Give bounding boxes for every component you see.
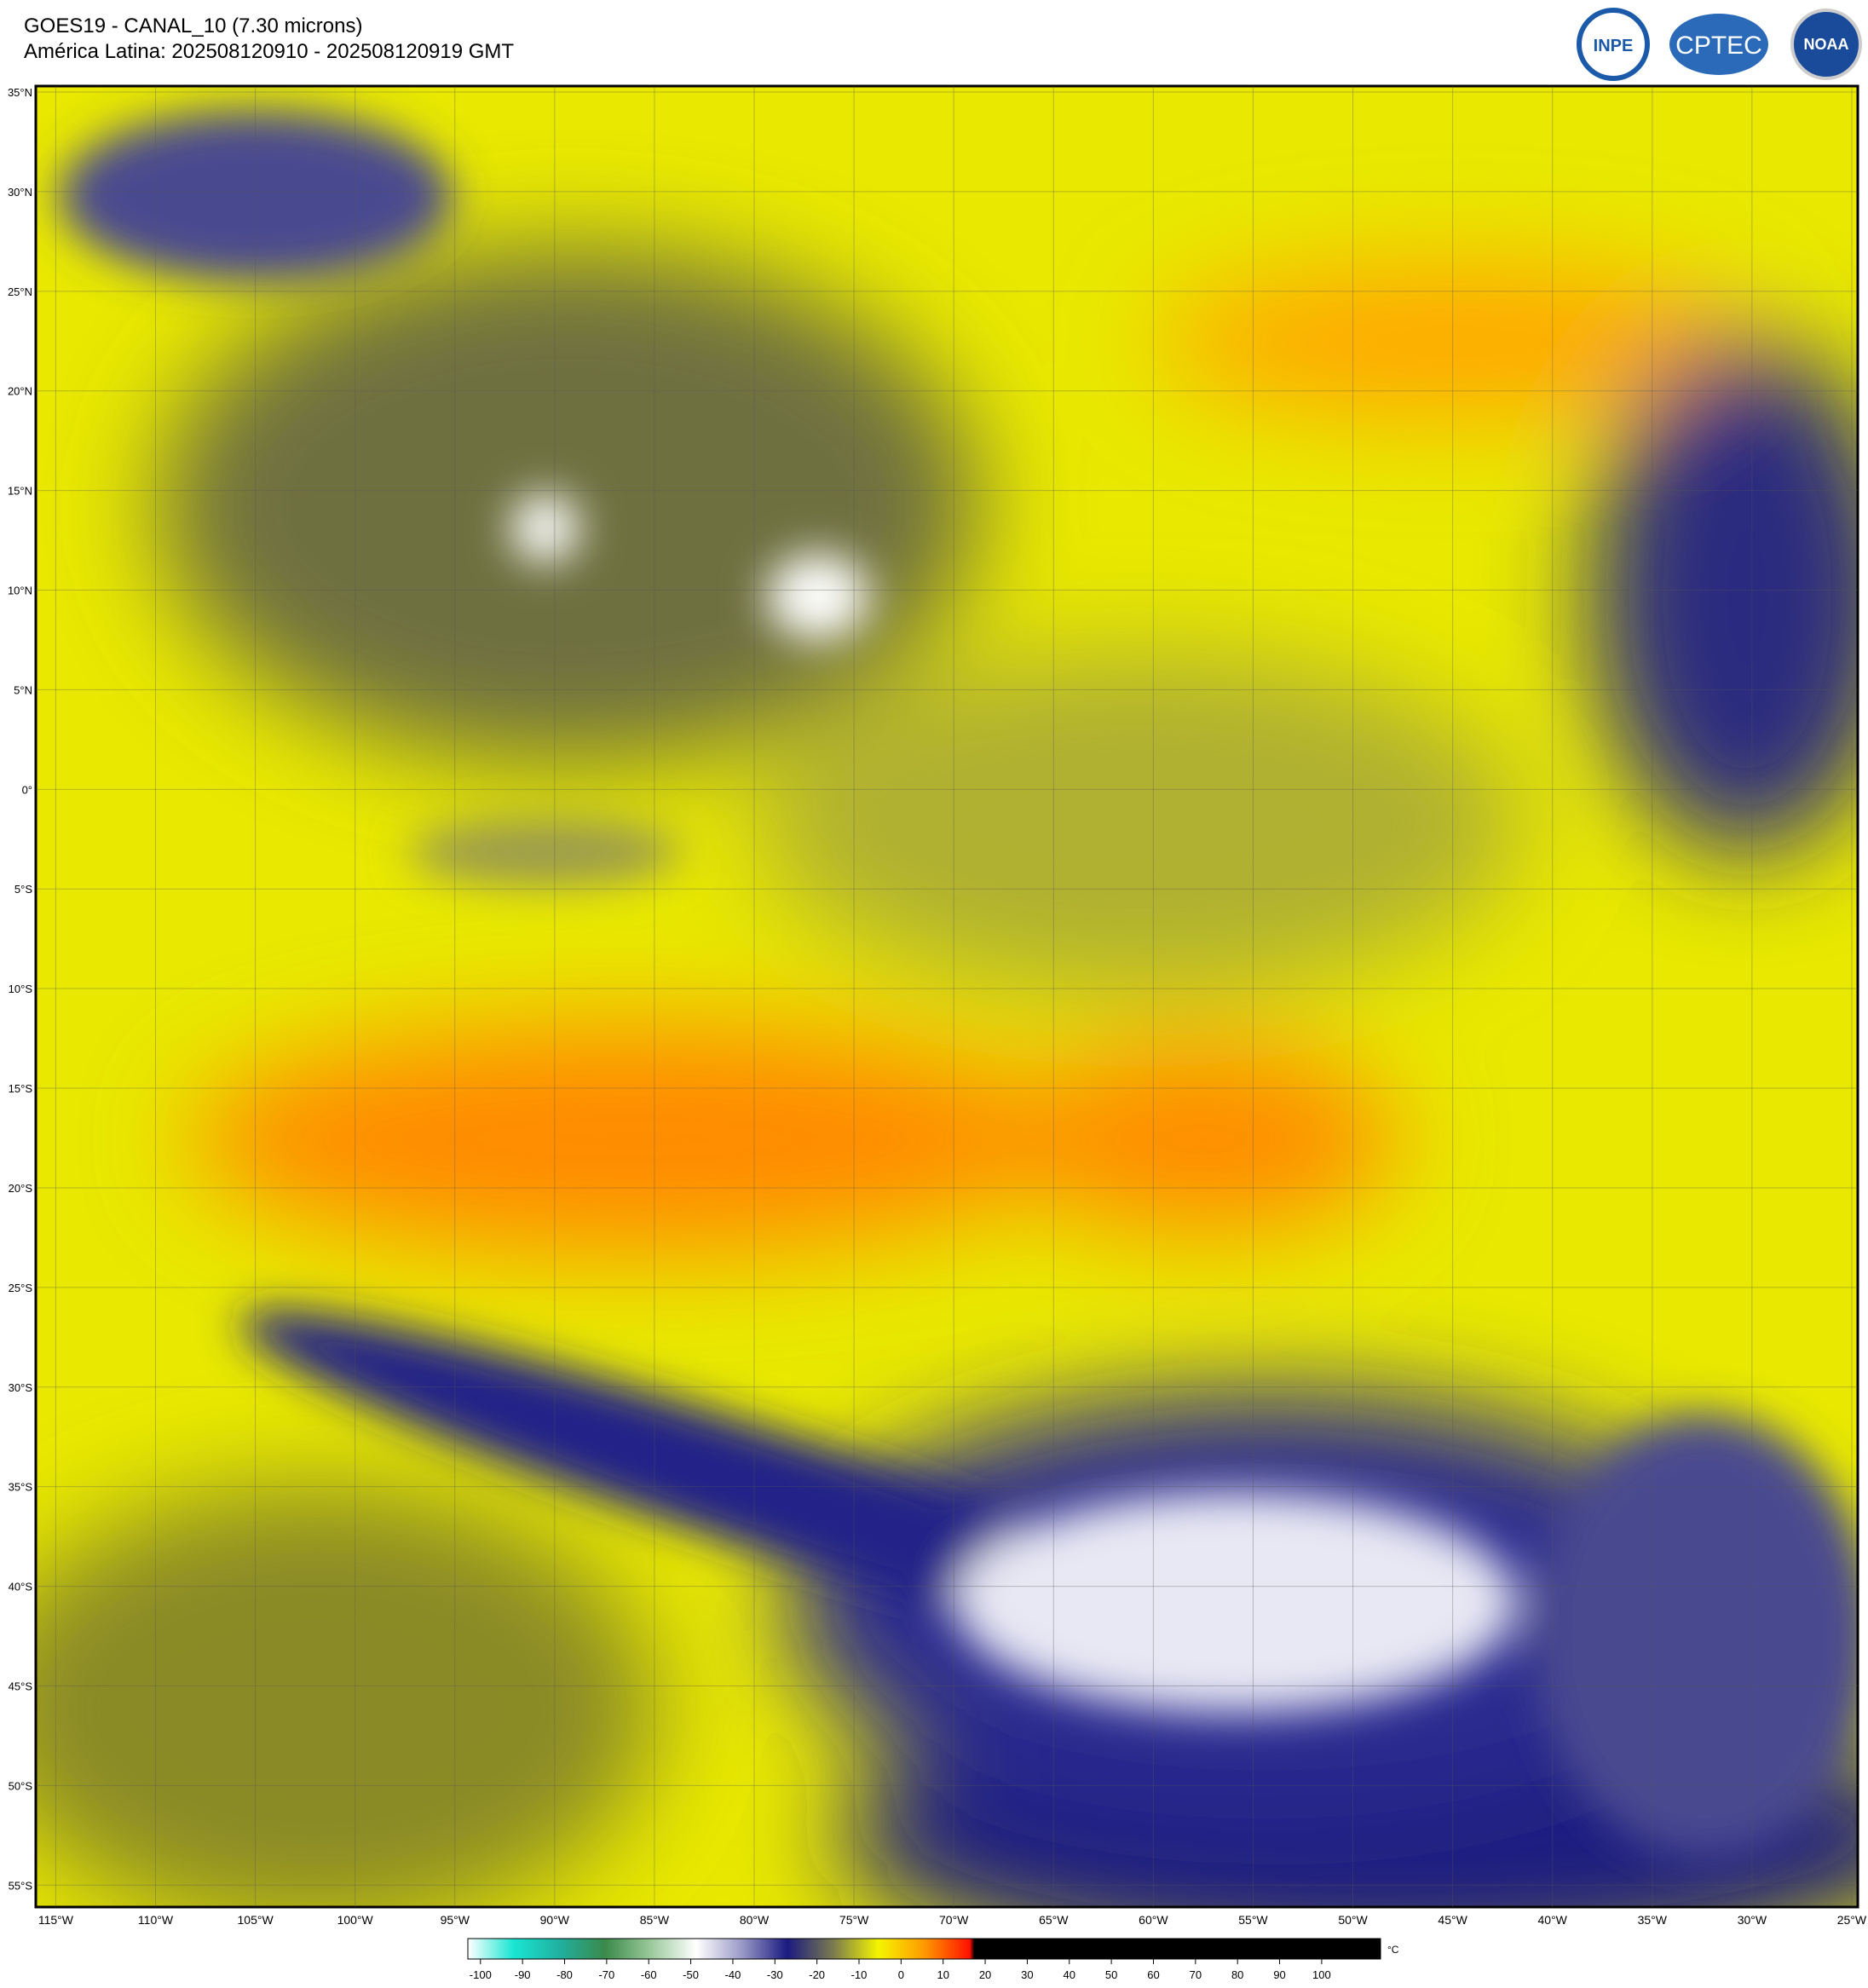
lon-label: 55°W — [1238, 1913, 1268, 1927]
colorbar-label: -80 — [556, 1968, 573, 1981]
lon-label: 90°W — [540, 1913, 570, 1927]
lon-label: 45°W — [1438, 1913, 1467, 1927]
logo-text: NOAA — [1804, 36, 1849, 53]
lat-label: 20°S — [9, 1182, 33, 1195]
colorbar-label: 70 — [1190, 1968, 1202, 1981]
lon-label: 105°W — [238, 1913, 274, 1927]
lon-label: 100°W — [337, 1913, 374, 1927]
colorbar-label: 40 — [1064, 1968, 1075, 1981]
title: GOES19 - CANAL_10 (7.30 microns) — [24, 14, 363, 37]
colorbar-label: -100 — [470, 1968, 492, 1981]
lon-label: 80°W — [740, 1913, 770, 1927]
colorbar-label: 50 — [1105, 1968, 1117, 1981]
lon-label: 70°W — [939, 1913, 969, 1927]
colorbar-label: 0 — [898, 1968, 904, 1981]
lat-label: 30°S — [9, 1381, 33, 1394]
logo-text: CPTEC — [1675, 32, 1762, 60]
colorbar-label: -20 — [809, 1968, 825, 1981]
logo-cptec — [1669, 14, 1768, 75]
colorbar-label: -30 — [767, 1968, 783, 1981]
lat-label: 25°S — [9, 1282, 33, 1294]
lat-label: 10°N — [8, 585, 32, 597]
lon-label: 75°W — [839, 1913, 869, 1927]
colorbar-label: 100 — [1312, 1968, 1331, 1981]
lon-label: 95°W — [441, 1913, 470, 1927]
colorbar-label: 30 — [1021, 1968, 1033, 1981]
lon-label: 65°W — [1039, 1913, 1069, 1927]
lat-label: 20°N — [8, 385, 32, 398]
lon-label: 110°W — [138, 1913, 174, 1927]
lat-label: 45°S — [9, 1680, 33, 1692]
lon-label: 25°W — [1837, 1913, 1867, 1927]
colorbar-label: 90 — [1273, 1968, 1285, 1981]
lon-label: 85°W — [640, 1913, 670, 1927]
colorbar-label: -10 — [851, 1968, 868, 1981]
logo-noaa — [1790, 9, 1862, 80]
subtitle: América Latina: 202508120910 - 202508120… — [24, 40, 514, 63]
colorbar-label: -40 — [725, 1968, 741, 1981]
lon-label: 115°W — [38, 1913, 74, 1927]
lon-label: 50°W — [1338, 1913, 1368, 1927]
lat-label: 15°S — [9, 1082, 33, 1095]
lat-label: 25°N — [8, 285, 32, 298]
lat-label: 30°N — [8, 186, 32, 199]
lat-label: 10°S — [9, 982, 33, 995]
lat-label: 0° — [22, 783, 32, 796]
colorbar — [467, 1938, 1381, 1960]
logo-text: INPE — [1594, 37, 1634, 55]
lon-label: 30°W — [1738, 1913, 1767, 1927]
lon-label: 40°W — [1538, 1913, 1568, 1927]
lon-label: 35°W — [1638, 1913, 1668, 1927]
colorbar-label: 80 — [1231, 1968, 1243, 1981]
colorbar-label: 10 — [937, 1968, 948, 1981]
lon-label: 60°W — [1139, 1913, 1168, 1927]
colorbar-label: -70 — [598, 1968, 614, 1981]
logo-inpe — [1577, 8, 1650, 81]
lat-label: 5°S — [14, 883, 32, 896]
colorbar-unit: °C — [1387, 1944, 1399, 1956]
map-frame — [34, 84, 1859, 1909]
lat-label: 55°S — [9, 1879, 33, 1892]
lat-label: 15°N — [8, 485, 32, 498]
colorbar-label: -50 — [683, 1968, 699, 1981]
lat-label: 50°S — [9, 1779, 33, 1792]
colorbar-label: -60 — [641, 1968, 657, 1981]
colorbar-label: -90 — [515, 1968, 531, 1981]
colorbar-label: 60 — [1147, 1968, 1159, 1981]
lat-label: 40°S — [9, 1581, 33, 1593]
lat-label: 35°N — [8, 86, 32, 99]
colorbar-label: 20 — [979, 1968, 991, 1981]
lat-label: 35°S — [9, 1481, 33, 1494]
lat-label: 5°N — [14, 683, 32, 696]
imagery — [36, 86, 1858, 1907]
